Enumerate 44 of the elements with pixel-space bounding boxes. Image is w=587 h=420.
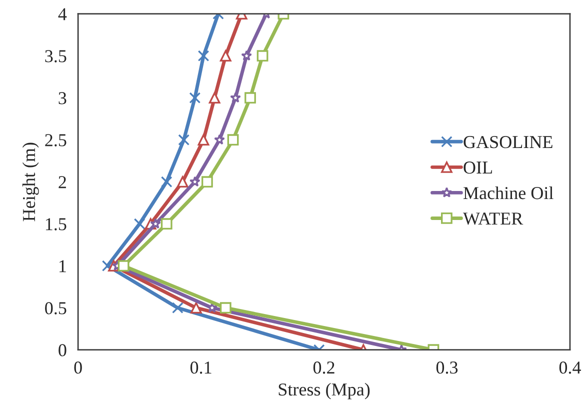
point <box>190 302 202 314</box>
point <box>220 50 232 62</box>
legend-label: GASOLINE <box>464 136 552 148</box>
x-tick-label: 0.1 <box>190 361 212 374</box>
point <box>198 50 210 62</box>
point <box>150 218 162 229</box>
x-tick-label: 0.4 <box>559 361 581 374</box>
y-tick-label: 2.5 <box>45 134 66 146</box>
point <box>230 92 241 103</box>
y-axis-title: Height (m) <box>22 142 39 222</box>
point <box>202 176 213 188</box>
point <box>227 134 239 146</box>
point <box>189 92 201 104</box>
legend-label: WATER <box>462 212 524 225</box>
point <box>208 92 220 104</box>
x-tick-label: 0.2 <box>313 361 334 374</box>
y-tick-label: 1.5 <box>46 218 66 230</box>
point <box>189 176 200 187</box>
point <box>172 302 184 314</box>
point <box>206 302 218 313</box>
point <box>178 134 190 146</box>
y-tick-label: 4 <box>58 8 67 20</box>
legend-label: OIL <box>464 162 492 174</box>
point <box>241 50 252 61</box>
x-axis-title: Stress (Mpa) <box>278 382 370 400</box>
y-tick-label: 3 <box>58 92 66 104</box>
point <box>160 176 172 188</box>
y-tick-label: 0.5 <box>45 302 66 314</box>
point <box>220 302 232 314</box>
point <box>176 176 188 188</box>
x-tick-label: 0 <box>74 361 82 374</box>
point <box>160 218 172 230</box>
point <box>214 134 225 145</box>
legend-label: Machine Oil <box>463 186 554 200</box>
y-tick-label: 1 <box>60 260 66 272</box>
y-tick-label: 3.5 <box>45 50 66 62</box>
point <box>134 218 146 230</box>
point <box>118 260 130 272</box>
point <box>256 50 268 62</box>
point <box>198 134 210 146</box>
y-tick-label: 0 <box>58 344 66 356</box>
x-tick-label: 0.3 <box>436 361 458 374</box>
point <box>244 92 256 104</box>
y-tick-label: 2 <box>58 176 66 188</box>
